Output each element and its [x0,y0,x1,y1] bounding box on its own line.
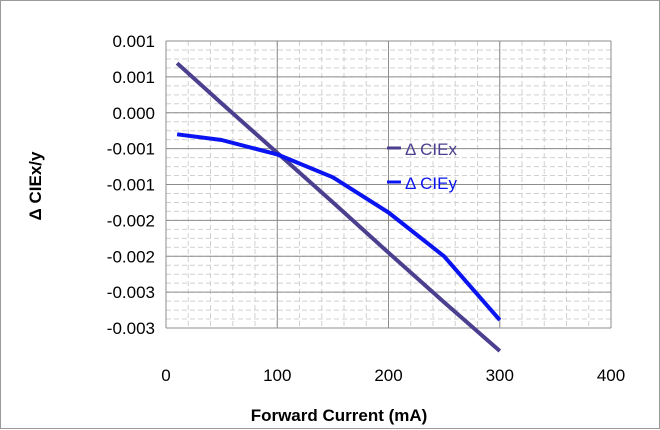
x-tick-label: 0 [161,366,170,385]
y-tick-label: 0.001 [112,68,155,87]
legend-label-cie-x: Δ CIEx [405,140,457,159]
y-axis-title: Δ CIEx/y [26,151,45,220]
x-tick-label: 400 [597,366,625,385]
legend-label-cie-y: Δ CIEy [405,174,457,193]
y-tick-label: -0.003 [107,283,155,302]
y-tick-label: -0.001 [107,176,155,195]
grid [165,40,612,329]
y-tick-label: -0.001 [107,140,155,159]
y-axis-ticks: 0.001 0.001 0.000 -0.001 -0.001 -0.002 -0.002 -… [107,32,155,338]
y-tick-label: -0.003 [107,319,155,338]
x-tick-label: 100 [263,366,291,385]
y-tick-label: -0.002 [107,211,155,230]
y-tick-label: 0.000 [112,104,155,123]
legend: Δ CIEx Δ CIEy [387,140,457,193]
x-axis-title: Forward Current (mA) [251,406,428,425]
x-tick-label: 200 [374,366,402,385]
x-tick-label: 300 [486,366,514,385]
x-axis-ticks: 0 100 200 300 400 [161,366,625,385]
series-lines [175,61,502,353]
series-line-cie-y [176,132,502,322]
y-tick-label: -0.002 [107,247,155,266]
series-line-cie-x [175,61,502,353]
y-tick-label: 0.001 [112,32,155,51]
